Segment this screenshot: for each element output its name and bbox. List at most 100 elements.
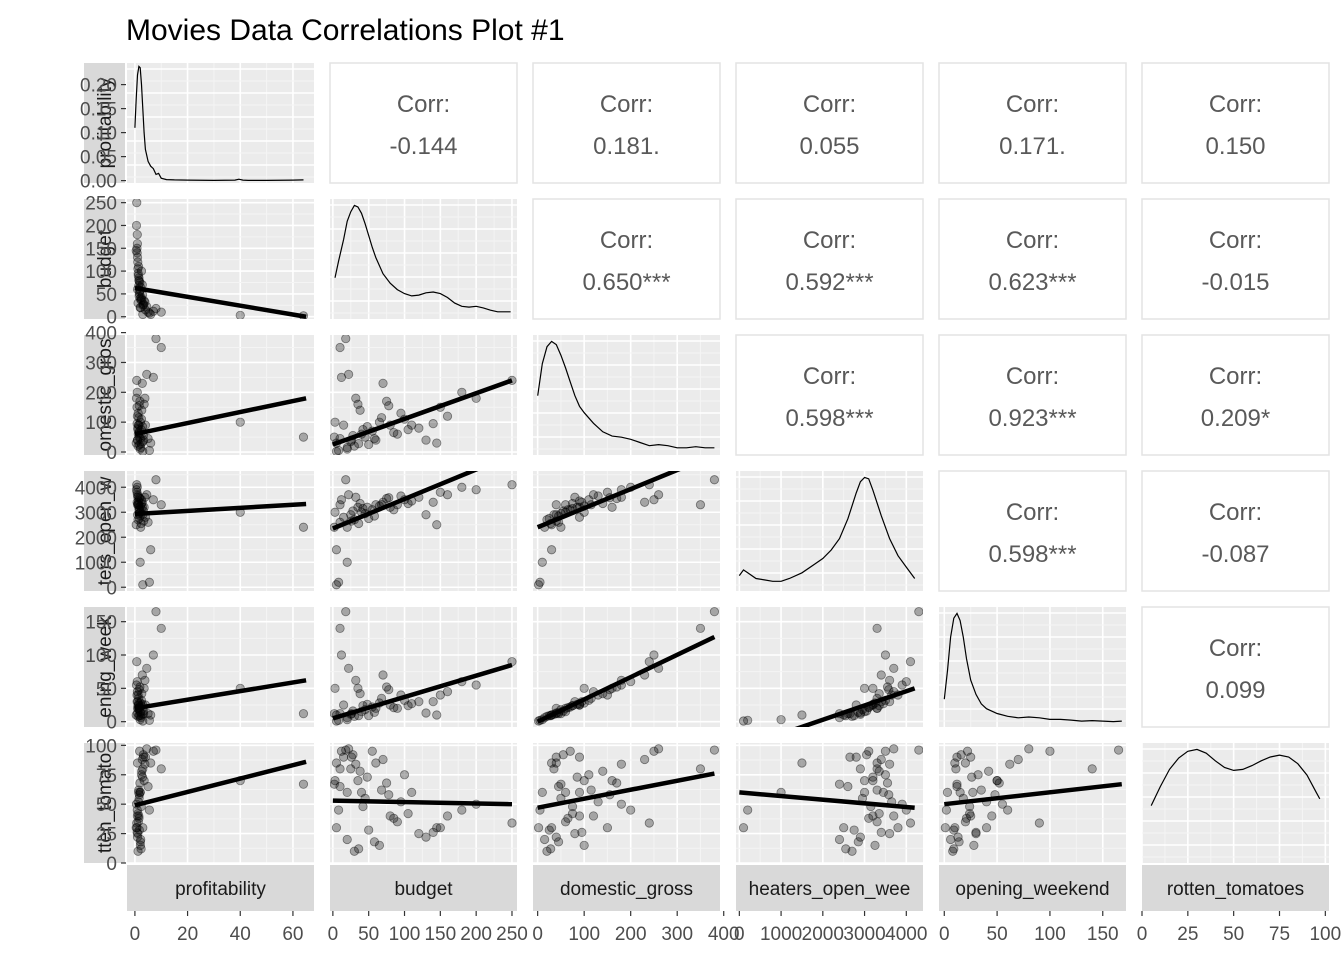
data-point xyxy=(342,834,352,845)
data-point xyxy=(146,309,156,319)
data-point xyxy=(144,308,154,318)
data-point xyxy=(551,758,561,768)
data-point xyxy=(384,493,394,503)
data-point xyxy=(330,417,340,427)
data-point xyxy=(138,716,148,726)
data-point xyxy=(897,680,907,690)
data-point xyxy=(139,399,149,409)
data-point xyxy=(344,369,354,380)
panel-2-1 xyxy=(330,335,517,455)
panel-background xyxy=(127,335,314,455)
data-point xyxy=(885,759,895,769)
data-point xyxy=(137,294,147,304)
data-point xyxy=(133,298,143,308)
data-point xyxy=(949,825,959,835)
x-tick-label: 400 xyxy=(708,924,740,945)
data-point xyxy=(133,846,143,856)
data-point xyxy=(133,711,143,721)
data-point xyxy=(574,787,585,798)
data-point xyxy=(348,506,358,516)
corr-label: Corr: xyxy=(803,227,856,254)
data-point xyxy=(471,485,481,495)
data-point xyxy=(574,811,585,821)
data-point xyxy=(135,493,145,504)
data-point xyxy=(382,682,392,692)
x-tick-label: 0 xyxy=(130,924,141,945)
data-point xyxy=(330,432,339,442)
data-point xyxy=(132,480,142,490)
strip-left-0 xyxy=(84,63,125,183)
data-point xyxy=(872,785,882,795)
regression-line xyxy=(134,759,307,808)
data-point xyxy=(132,435,143,445)
data-point xyxy=(148,372,158,382)
data-point xyxy=(567,808,578,819)
data-point xyxy=(355,498,365,509)
data-point xyxy=(135,501,146,511)
strip-label-left: budget xyxy=(95,229,116,288)
x-tick-label: 100 xyxy=(389,924,421,945)
data-point xyxy=(602,690,613,700)
regression-line xyxy=(134,501,307,517)
strip-left-text-wrap: profitability xyxy=(95,77,116,168)
data-point xyxy=(132,199,142,208)
data-point xyxy=(560,787,571,798)
data-point xyxy=(331,823,342,833)
data-point xyxy=(151,607,161,617)
data-point xyxy=(695,500,706,510)
x-tick-label: 0 xyxy=(1137,924,1148,945)
data-point xyxy=(134,811,144,821)
data-point xyxy=(884,685,894,695)
data-point xyxy=(136,711,146,721)
corr-value: 0.181. xyxy=(593,133,660,160)
data-point xyxy=(135,444,145,454)
data-point xyxy=(144,715,154,725)
data-point xyxy=(1013,754,1023,765)
data-point xyxy=(134,439,144,450)
data-point xyxy=(537,787,547,798)
data-point xyxy=(889,744,899,754)
data-point xyxy=(355,405,365,415)
corr-value: -0.087 xyxy=(1201,541,1269,568)
data-point xyxy=(132,823,142,833)
data-point xyxy=(135,787,145,798)
data-point xyxy=(874,689,884,699)
data-point xyxy=(143,307,153,317)
panel-3-1 xyxy=(330,471,517,591)
data-point xyxy=(954,837,964,847)
data-point xyxy=(137,497,147,507)
x-tick-label: 60 xyxy=(282,924,303,945)
data-point xyxy=(558,750,568,760)
data-point xyxy=(134,825,144,835)
strip-bottom-4 xyxy=(939,865,1126,911)
data-point xyxy=(133,817,143,827)
y-tick-label: 0.20 xyxy=(80,76,117,97)
data-point xyxy=(533,580,544,590)
data-point xyxy=(132,827,142,838)
data-point xyxy=(855,832,865,842)
panel-marks xyxy=(533,744,720,856)
data-point xyxy=(298,709,309,719)
data-point xyxy=(874,766,884,776)
strip-label-left: ening_week xyxy=(95,616,116,718)
corr-label: Corr: xyxy=(1006,91,1059,118)
data-point xyxy=(1087,764,1097,774)
data-point xyxy=(132,229,142,240)
panel-background xyxy=(127,743,314,863)
data-point xyxy=(868,776,878,786)
regression-line xyxy=(536,634,716,724)
data-point xyxy=(868,683,878,693)
y-tick-label: 75 xyxy=(96,766,117,787)
data-point xyxy=(138,309,148,319)
y-tick-label: 0 xyxy=(106,854,117,875)
data-point xyxy=(131,485,142,495)
data-point xyxy=(973,770,983,780)
strip-label-bottom: rotten_tomatoes xyxy=(1167,879,1304,900)
data-point xyxy=(135,417,146,427)
data-point xyxy=(872,623,882,633)
data-point xyxy=(961,813,972,823)
data-point xyxy=(952,781,962,792)
data-point xyxy=(142,302,152,312)
data-point xyxy=(146,758,156,768)
